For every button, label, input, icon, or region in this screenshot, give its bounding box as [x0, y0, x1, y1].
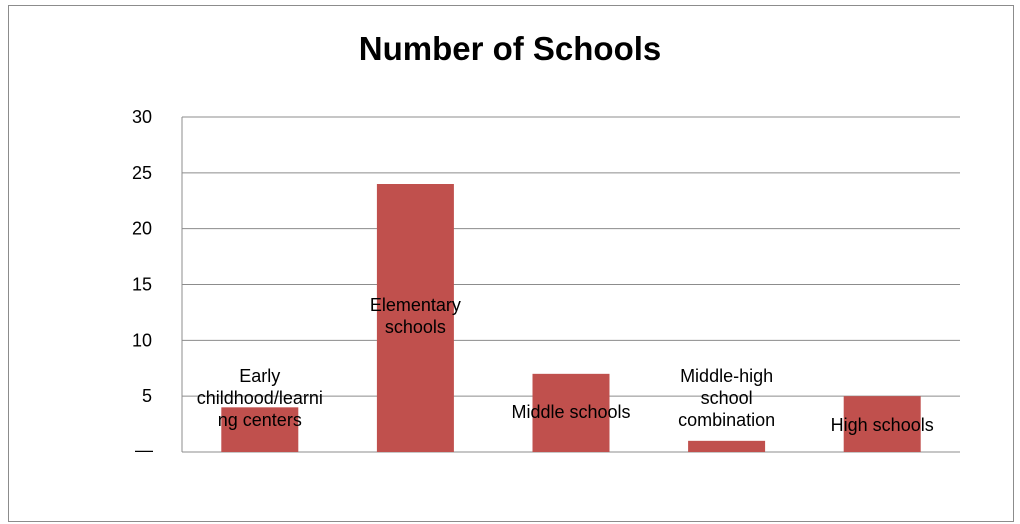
category-label: schools — [385, 317, 446, 337]
y-tick-label: 15 — [132, 275, 152, 295]
y-tick-label: 25 — [132, 163, 152, 183]
bar — [221, 407, 299, 452]
category-label: school — [701, 388, 753, 408]
category-label: High schools — [831, 415, 934, 435]
category-label: Elementary — [370, 295, 461, 315]
y-tick-label: 30 — [132, 107, 152, 127]
y-tick-label: 10 — [132, 330, 152, 350]
y-tick-label-zero: — — [135, 440, 153, 460]
category-label: childhood/learni — [197, 388, 323, 408]
y-tick-label: 5 — [142, 386, 152, 406]
bar — [376, 184, 454, 452]
category-label: Early — [239, 366, 280, 386]
y-tick-label: 20 — [132, 219, 152, 239]
category-label: ng centers — [218, 410, 302, 430]
category-label: combination — [678, 410, 775, 430]
chart-title: Number of Schools — [358, 30, 662, 67]
category-label: Middle-high — [680, 366, 773, 386]
bar — [688, 440, 766, 452]
bar — [843, 396, 921, 452]
category-label: Middle schools — [511, 402, 630, 422]
bar — [532, 373, 610, 452]
